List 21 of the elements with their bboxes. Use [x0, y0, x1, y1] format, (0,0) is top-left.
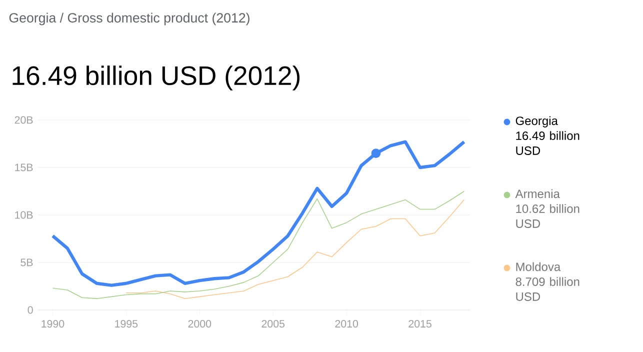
legend-label: Armenia	[515, 189, 560, 198]
y-tick-label: 10B	[15, 211, 33, 219]
y-tick-label: 5B	[20, 258, 33, 266]
text: 10.62 billion USD	[516, 204, 580, 228]
legend-label: Moldova	[516, 262, 561, 272]
chart-subtitle: 16.49 billion USD (2012)	[12, 66, 300, 90]
legend-label: Georgia	[516, 116, 558, 128]
chart-title: Georgia / Gross domestic product (2012)	[9, 12, 250, 26]
y-tick-label: 15B	[15, 164, 33, 172]
x-tick-label: 2015	[408, 320, 432, 328]
x-tick-label: 2010	[335, 320, 358, 328]
x-tick-label: 2000	[188, 320, 212, 328]
x-tick-label: 1990	[42, 320, 64, 328]
text: 16.49 billion USD	[516, 131, 580, 155]
line-series	[51, 140, 466, 287]
y-tick-label: 20B	[14, 116, 33, 124]
y-tick-label: 0	[28, 306, 33, 314]
x-tick-label: 1995	[115, 320, 138, 328]
x-tick-label: 2005	[262, 320, 285, 328]
line-series	[52, 190, 465, 299]
text: 8.709 billion USD	[516, 277, 580, 301]
